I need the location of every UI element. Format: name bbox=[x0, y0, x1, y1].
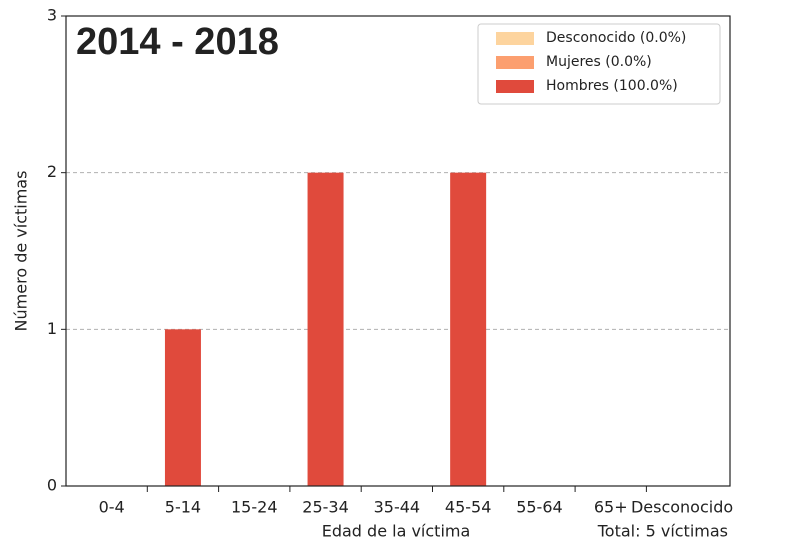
legend-label: Hombres (100.0%) bbox=[546, 78, 678, 94]
x-tick-label: 15-24 bbox=[231, 498, 278, 517]
legend-swatch bbox=[496, 32, 534, 45]
legend-box bbox=[477, 23, 721, 105]
bar bbox=[450, 172, 487, 486]
x-tick-label: 5-14 bbox=[165, 498, 201, 517]
y-tick-label: 0 bbox=[47, 476, 57, 495]
x-axis-label: Edad de la víctima bbox=[322, 522, 471, 540]
x-tick-label: 55-64 bbox=[516, 498, 563, 517]
chart-annotation: 2014 - 2018 bbox=[76, 21, 279, 63]
y-tick-label: 3 bbox=[47, 6, 57, 25]
total-note: Total: 5 víctimas bbox=[597, 522, 728, 540]
x-tick-label: 45-54 bbox=[445, 498, 492, 517]
x-tick-label: 65+ bbox=[594, 498, 628, 517]
bar bbox=[164, 329, 201, 486]
y-tick-label: 2 bbox=[47, 162, 57, 181]
legend-label: Desconocido (0.0%) bbox=[546, 30, 686, 46]
x-tick-label: 0-4 bbox=[99, 498, 125, 517]
bar bbox=[307, 172, 344, 486]
x-tick-label: 25-34 bbox=[302, 498, 349, 517]
x-tick-label: Desconocido bbox=[631, 498, 733, 517]
legend-label: Mujeres (0.0%) bbox=[546, 54, 652, 70]
plot-frame bbox=[65, 15, 731, 487]
y-axis-label: Número de víctimas bbox=[12, 171, 31, 332]
legend-swatch bbox=[496, 80, 534, 93]
x-tick-label: 35-44 bbox=[374, 498, 421, 517]
legend-swatch bbox=[496, 56, 534, 69]
y-tick-label: 1 bbox=[47, 319, 57, 338]
